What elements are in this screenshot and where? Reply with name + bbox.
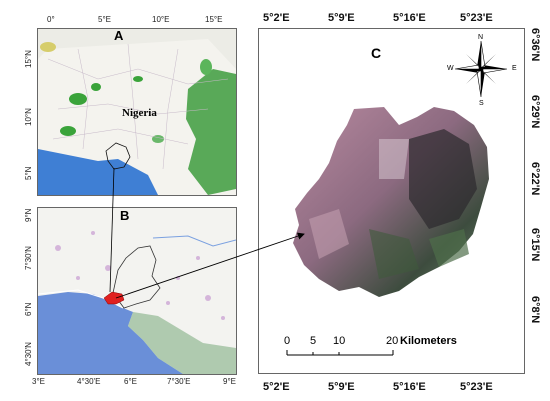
satellite-image xyxy=(293,107,489,297)
c-top-tick-1: 5°9'E xyxy=(328,12,355,24)
c-top-tick-3: 5°23'E xyxy=(460,12,493,24)
b-bottom-tick-0: 3°E xyxy=(32,377,45,386)
scale-unit-label: Kilometers xyxy=(400,335,457,347)
a-top-tick-3: 15°E xyxy=(205,15,223,24)
c-bottom-tick-1: 5°9'E xyxy=(328,381,355,393)
panel-a: A Nigeria xyxy=(37,28,237,196)
panel-c: C N S W E 0 5 10 20 Kilometers xyxy=(258,28,525,374)
study-region-outline xyxy=(105,142,131,170)
c-bottom-tick-2: 5°16'E xyxy=(393,381,426,393)
c-top-tick-0: 5°2'E xyxy=(263,12,290,24)
b-bottom-tick-3: 7°30'E xyxy=(167,377,191,386)
b-bottom-tick-2: 6°E xyxy=(124,377,137,386)
gulf-water xyxy=(38,149,158,195)
compass-e-label: E xyxy=(512,65,517,72)
compass-rose-icon xyxy=(454,40,508,98)
scale-bar xyxy=(286,350,394,356)
connector-a-to-b xyxy=(109,167,115,293)
panel-a-map xyxy=(38,29,236,195)
panel-b: B xyxy=(37,207,237,375)
compass-w-label: W xyxy=(447,65,454,72)
panel-b-label: B xyxy=(120,208,130,223)
a-top-tick-0: 0° xyxy=(47,15,55,24)
scale-label-3: 20 xyxy=(386,335,399,347)
arrow-b-to-c xyxy=(115,232,305,299)
study-area-marker xyxy=(103,291,125,305)
panel-c-label: C xyxy=(371,45,382,61)
compass-n-label: N xyxy=(478,34,484,41)
lagoon-water xyxy=(38,292,183,374)
a-top-tick-1: 5°E xyxy=(98,15,111,24)
state-outline xyxy=(112,245,161,309)
c-top-tick-2: 5°16'E xyxy=(393,12,426,24)
c-bottom-tick-0: 5°2'E xyxy=(263,381,290,393)
scale-label-1: 5 xyxy=(310,335,317,347)
a-top-tick-2: 10°E xyxy=(152,15,170,24)
c-bottom-tick-3: 5°23'E xyxy=(460,381,493,393)
panel-a-label: A xyxy=(114,28,124,43)
b-bottom-tick-4: 9°E xyxy=(223,377,236,386)
country-label: Nigeria xyxy=(122,107,157,119)
b-bottom-tick-1: 4°30'E xyxy=(77,377,101,386)
scale-label-0: 0 xyxy=(284,335,291,347)
compass-s-label: S xyxy=(479,100,484,107)
scale-label-2: 10 xyxy=(333,335,346,347)
